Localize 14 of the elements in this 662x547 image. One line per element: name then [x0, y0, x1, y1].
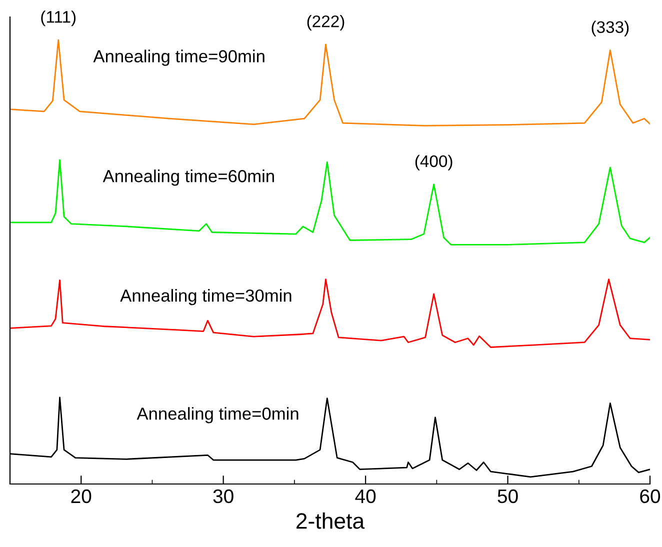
x-tick-label: 20 — [71, 489, 92, 504]
x-tick-label: 60 — [640, 489, 660, 504]
text: Annealing time=60min — [102, 170, 274, 186]
series-label: Annealing time=0min — [136, 407, 298, 424]
annotation: (400) — [415, 154, 452, 170]
series-label: Annealing time=30min — [120, 288, 292, 306]
x-tick-label: 50 — [498, 489, 518, 504]
x-axis-title: 2-theta — [296, 512, 365, 529]
x-tick-label: 30 — [213, 489, 234, 504]
annotation: (111) — [41, 10, 76, 26]
series-label: Annealing time=90min — [93, 50, 264, 66]
annotation: (222) — [307, 15, 344, 31]
annotation: (333) — [592, 20, 629, 36]
x-tick-label: 40 — [355, 489, 376, 504]
